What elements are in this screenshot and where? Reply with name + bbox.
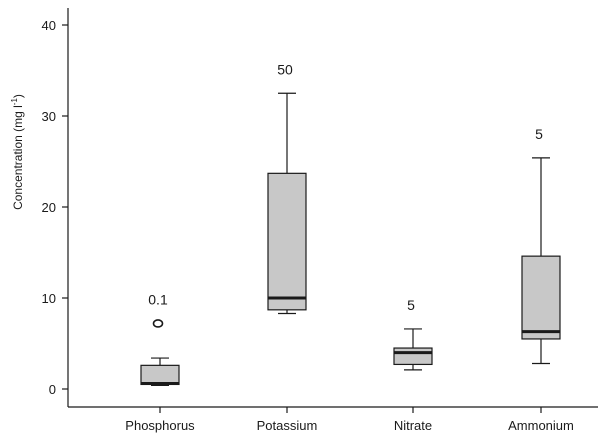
y-tick-label: 10 bbox=[42, 291, 56, 306]
y-tick-label: 40 bbox=[42, 18, 56, 33]
axes bbox=[67, 8, 598, 408]
iqr-box bbox=[393, 347, 433, 366]
outlier-point bbox=[152, 319, 164, 328]
y-axis-title-close: ) bbox=[11, 94, 25, 98]
box-annotation: 5 bbox=[535, 126, 543, 142]
box-phosphorus: 0.1 bbox=[140, 291, 180, 386]
iqr-box bbox=[267, 172, 307, 311]
y-axis-title: Concentration (mg l-1) bbox=[10, 94, 25, 210]
x-labels: Phosphorus Potassium Nitrate Ammonium bbox=[125, 407, 574, 433]
y-ticks: 0 10 20 30 40 bbox=[42, 18, 68, 397]
box-potassium: 50 bbox=[267, 61, 307, 315]
y-axis-title-text: Concentration (mg l bbox=[11, 105, 25, 210]
iqr-box bbox=[140, 364, 180, 386]
x-tick-label: Phosphorus bbox=[125, 418, 195, 433]
box-annotation: 50 bbox=[277, 61, 293, 77]
box-annotation: 0.1 bbox=[148, 291, 168, 307]
x-tick-label: Ammonium bbox=[508, 418, 574, 433]
boxes: 0.1 50 5 5 bbox=[140, 61, 561, 386]
y-tick-label: 0 bbox=[49, 382, 56, 397]
box-annotation: 5 bbox=[407, 297, 415, 313]
box-ammonium: 5 bbox=[521, 126, 561, 365]
y-axis-title-unit-exponent: -1 bbox=[10, 98, 19, 106]
x-tick-label: Potassium bbox=[257, 418, 318, 433]
box-nitrate: 5 bbox=[393, 297, 433, 371]
y-tick-label: 20 bbox=[42, 200, 56, 215]
y-tick-label: 30 bbox=[42, 109, 56, 124]
x-tick-label: Nitrate bbox=[394, 418, 432, 433]
iqr-box bbox=[521, 255, 561, 340]
